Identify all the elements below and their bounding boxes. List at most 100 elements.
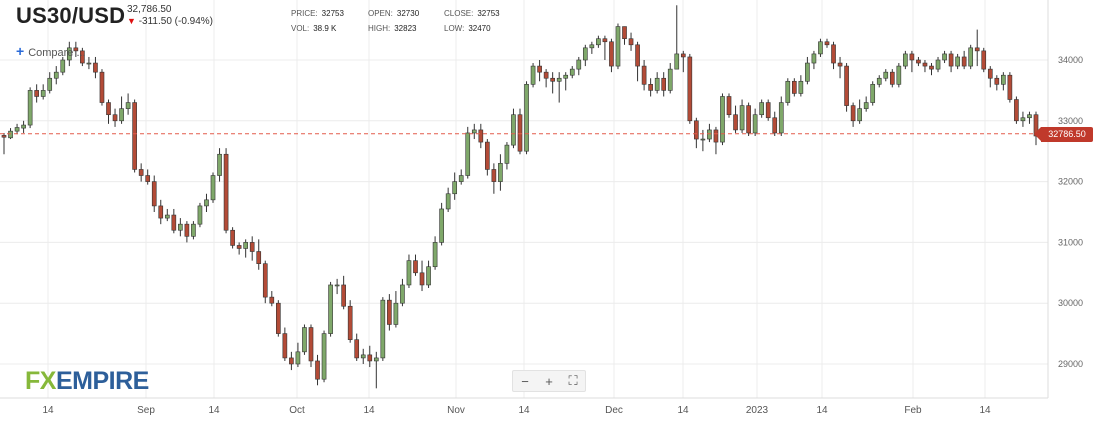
candle-up <box>968 47 974 67</box>
candle-up <box>360 354 366 359</box>
candle-down <box>419 272 425 286</box>
low-label: LOW: <box>444 24 465 33</box>
candle-down <box>249 242 255 252</box>
candle-down <box>184 223 190 237</box>
candle-down <box>628 38 634 46</box>
candle-down <box>844 65 849 106</box>
x-tick-label: 14 <box>979 405 991 416</box>
candle-up <box>27 90 33 126</box>
candle-down <box>765 102 771 119</box>
candle-down <box>824 41 830 46</box>
candle-up <box>1027 114 1032 119</box>
candle-up <box>674 53 680 70</box>
candle-down <box>478 129 484 143</box>
candle-up <box>863 102 869 109</box>
compare-label: Compare ... <box>28 47 86 59</box>
candle-up <box>191 223 196 237</box>
candle-down <box>713 129 719 143</box>
candle-down <box>661 77 667 91</box>
candle-up <box>210 175 216 201</box>
candle-down <box>151 181 157 207</box>
candle-down <box>413 260 418 274</box>
logo-fx: FX <box>25 367 56 395</box>
candle-down <box>961 56 967 67</box>
candle-down <box>236 245 242 249</box>
candle-down <box>772 117 778 134</box>
price-value: 32753 <box>321 9 344 18</box>
candle-up <box>465 132 471 176</box>
fullscreen-icon[interactable]: ⛶ <box>568 373 578 388</box>
candle-up <box>445 193 451 210</box>
candle-down <box>282 333 288 359</box>
candle-up <box>857 108 862 122</box>
candle-up <box>1001 74 1006 85</box>
candle-up <box>164 214 170 219</box>
candle-up <box>53 71 59 79</box>
x-tick-label: 14 <box>816 405 828 416</box>
candle-up <box>178 223 183 231</box>
x-tick-label: Nov <box>447 405 465 416</box>
candle-up <box>511 114 516 146</box>
candle-down <box>230 229 235 246</box>
candle-down <box>315 360 320 380</box>
candle-up <box>785 80 791 103</box>
candle-up <box>504 144 510 164</box>
candle-down <box>687 56 693 122</box>
candle-up <box>393 302 399 325</box>
candle-up <box>759 102 764 116</box>
candle-down <box>517 114 523 152</box>
candle-up <box>458 175 464 182</box>
candle-up <box>589 44 595 49</box>
candle-down <box>485 141 490 170</box>
candle-up <box>811 53 817 64</box>
vol-label: VOL: <box>291 24 310 33</box>
zoom-out-button[interactable]: − <box>521 373 529 389</box>
candle-up <box>452 181 458 195</box>
candle-down <box>99 71 105 103</box>
candle-up <box>47 77 53 91</box>
candle-down <box>223 153 229 231</box>
candle-down <box>269 296 275 304</box>
x-tick-label: 14 <box>677 405 689 416</box>
candle-up <box>66 47 72 61</box>
price-label: PRICE: <box>291 9 318 18</box>
candle-down <box>602 38 608 43</box>
candle-down <box>341 284 346 307</box>
candle-up <box>739 105 745 131</box>
candle-down <box>994 77 1000 85</box>
candle-down <box>1014 99 1019 122</box>
candle-up <box>935 59 941 70</box>
x-tick-label: Dec <box>605 405 623 416</box>
candle-up <box>576 59 582 70</box>
candle-up <box>471 129 477 134</box>
candlestick-series <box>1 5 1039 389</box>
candle-up <box>334 284 340 287</box>
candle-up <box>243 242 248 249</box>
candle-up <box>217 153 222 176</box>
candle-up <box>876 77 882 85</box>
candle-up <box>654 77 660 91</box>
candle-down <box>276 302 281 334</box>
candle-up <box>1020 117 1026 122</box>
zoom-in-button[interactable]: + <box>545 373 553 389</box>
close-label: CLOSE: <box>444 9 474 18</box>
candle-down <box>537 65 542 73</box>
x-tick-label: 14 <box>42 405 54 416</box>
candle-down <box>550 77 555 82</box>
candle-down <box>726 96 732 116</box>
candle-down <box>491 169 497 182</box>
candle-up <box>380 299 386 359</box>
candle-down <box>609 41 614 67</box>
candle-up <box>321 333 327 380</box>
candle-up <box>596 38 601 46</box>
symbol-title: US30/USD <box>16 3 126 28</box>
candle-down <box>256 251 262 264</box>
candle-up <box>86 62 92 65</box>
compare-button[interactable]: + Compare ... <box>16 43 86 59</box>
candle-up <box>569 68 575 76</box>
candle-down <box>694 120 699 140</box>
candle-up <box>125 102 131 109</box>
candle-up <box>119 108 124 122</box>
candle-down <box>948 53 954 67</box>
candle-down <box>922 62 928 67</box>
